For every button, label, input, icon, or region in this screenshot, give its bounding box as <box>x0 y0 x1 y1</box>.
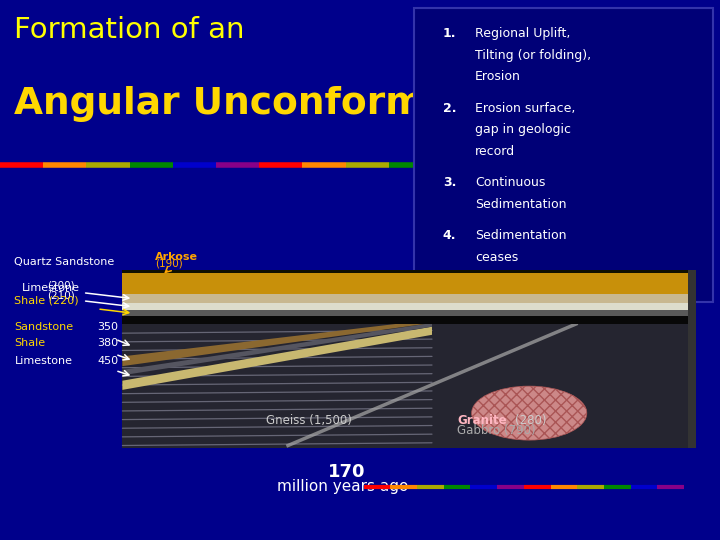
Polygon shape <box>122 303 691 310</box>
Text: gap in geologic: gap in geologic <box>475 123 571 136</box>
Text: Gabbro (790): Gabbro (790) <box>457 424 536 437</box>
Text: Formation of an: Formation of an <box>14 16 245 44</box>
Polygon shape <box>122 320 432 366</box>
Text: million years ago: million years ago <box>277 479 408 494</box>
Text: 350: 350 <box>97 322 118 332</box>
Text: 380: 380 <box>97 338 118 348</box>
Text: 4.: 4. <box>443 229 456 242</box>
Text: Granite: Granite <box>457 414 507 427</box>
Polygon shape <box>122 321 691 448</box>
Text: Erosion surface,: Erosion surface, <box>475 102 575 114</box>
Ellipse shape <box>472 386 587 440</box>
Text: Continuous: Continuous <box>475 176 546 189</box>
Polygon shape <box>122 294 691 303</box>
Text: Angular Unconformity: Angular Unconformity <box>14 86 480 123</box>
Text: Shale: Shale <box>14 338 45 348</box>
Text: Sandstone: Sandstone <box>14 322 73 332</box>
Text: 170: 170 <box>328 463 365 481</box>
Text: Limestone: Limestone <box>14 356 73 366</box>
Text: 3.: 3. <box>443 176 456 189</box>
Text: 450: 450 <box>97 356 118 366</box>
Polygon shape <box>122 310 691 316</box>
FancyBboxPatch shape <box>122 270 691 448</box>
Text: Sedimentation: Sedimentation <box>475 198 567 211</box>
Text: Gneiss (1,500): Gneiss (1,500) <box>266 414 352 427</box>
Text: ceases: ceases <box>475 251 518 264</box>
FancyBboxPatch shape <box>414 8 713 302</box>
Text: (200): (200) <box>47 280 74 291</box>
Text: 2.: 2. <box>443 102 456 114</box>
Text: (210): (210) <box>47 291 75 301</box>
Text: Regional Uplift,: Regional Uplift, <box>475 27 570 40</box>
Text: Tilting (or folding),: Tilting (or folding), <box>475 49 591 62</box>
Text: Erosion: Erosion <box>475 70 521 83</box>
Text: Shale (220): Shale (220) <box>14 295 79 305</box>
Text: Arkose: Arkose <box>155 252 198 262</box>
Polygon shape <box>122 316 691 324</box>
FancyBboxPatch shape <box>688 270 696 448</box>
Polygon shape <box>122 327 432 390</box>
Text: Sedimentation: Sedimentation <box>475 229 567 242</box>
Text: record: record <box>475 145 516 158</box>
Text: Quartz Sandstone: Quartz Sandstone <box>14 257 114 267</box>
Text: Limestone: Limestone <box>22 282 80 293</box>
Polygon shape <box>122 323 432 375</box>
Text: (190): (190) <box>155 259 183 269</box>
Polygon shape <box>122 273 691 294</box>
Text: (280): (280) <box>515 414 546 427</box>
Polygon shape <box>122 270 691 273</box>
Text: 1.: 1. <box>443 27 456 40</box>
